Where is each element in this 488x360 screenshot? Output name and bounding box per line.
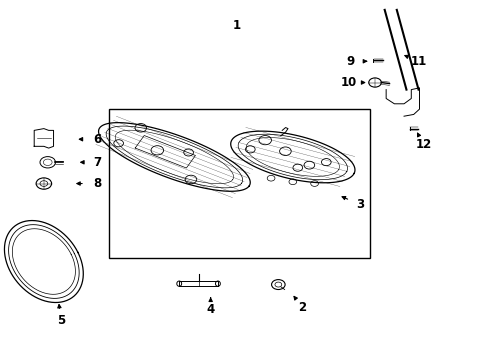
Text: 6: 6 bbox=[93, 133, 101, 146]
Text: 1: 1 bbox=[233, 19, 241, 32]
Text: 9: 9 bbox=[346, 55, 354, 68]
Text: 10: 10 bbox=[340, 76, 356, 89]
Text: 2: 2 bbox=[298, 301, 306, 314]
Text: 11: 11 bbox=[409, 55, 426, 68]
Text: 7: 7 bbox=[93, 156, 101, 169]
Text: 5: 5 bbox=[57, 314, 65, 327]
Text: 3: 3 bbox=[356, 198, 364, 211]
Text: 12: 12 bbox=[414, 138, 430, 151]
Bar bbox=[109, 109, 369, 258]
Text: 8: 8 bbox=[93, 177, 101, 190]
Text: 4: 4 bbox=[206, 303, 214, 316]
